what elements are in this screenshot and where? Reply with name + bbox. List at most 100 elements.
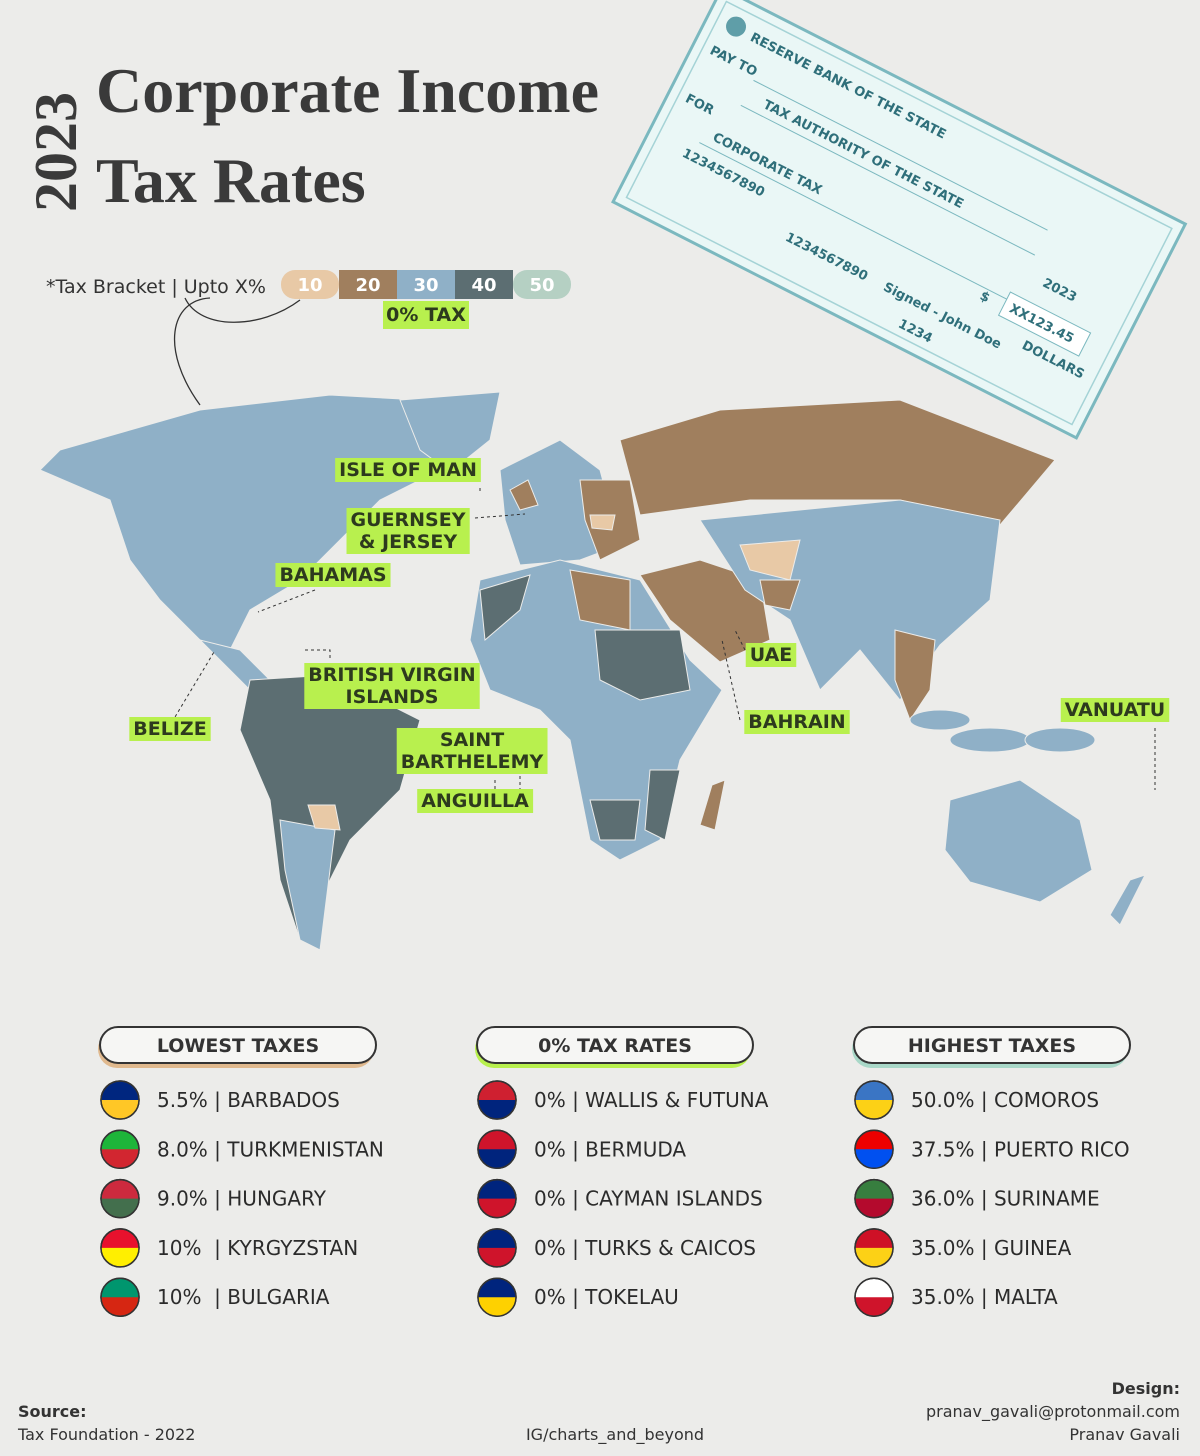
- flag-outline: [100, 1129, 140, 1170]
- flag-detail: [101, 1198, 139, 1218]
- leader-line: [734, 629, 746, 651]
- legend-label: 30: [413, 275, 438, 296]
- region: [949, 727, 1031, 753]
- legend-label: 50: [529, 275, 554, 296]
- region: [509, 479, 539, 511]
- check: RESERVE BANK OF THE STATE PAY TO TAX AUT…: [611, 0, 1188, 440]
- map-label-box: [744, 710, 850, 734]
- check-line: [753, 79, 1048, 231]
- legend-note: *Tax Bracket | Upto X%: [46, 276, 266, 298]
- list-item: 0% | CAYMAN ISLANDS: [534, 1187, 763, 1211]
- flag-detail: [855, 1198, 893, 1218]
- zero-tax-key: [383, 301, 469, 329]
- map-label-box: [346, 508, 470, 554]
- source: Tax Foundation - 2022: [17, 1425, 195, 1444]
- flag-detail: [478, 1149, 516, 1169]
- check-line: [740, 104, 1036, 256]
- legend-swatch: [455, 270, 513, 299]
- list-title: LOWEST TAXES: [157, 1035, 319, 1057]
- map-label: BRITISH VIRGIN ISLANDS: [308, 664, 475, 708]
- region: [399, 391, 501, 473]
- flag-detail: [855, 1149, 893, 1169]
- check-amount-box: [997, 291, 1092, 357]
- lists: LOWEST TAXES 5.5% | BARBADOS 8.0% | TURKME…: [98, 1026, 1131, 1317]
- map-label: BAHRAIN: [748, 711, 845, 733]
- title-line: Corporate Income: [96, 55, 599, 126]
- list-title: 0% TAX RATES: [538, 1035, 692, 1057]
- region: [589, 799, 641, 841]
- flag-outline: [854, 1228, 894, 1268]
- design-label: Design:: [1112, 1379, 1180, 1398]
- email: pranav_gavali@protonmail.com: [926, 1402, 1180, 1422]
- flag-detail: [855, 1100, 893, 1119]
- list-item: 5.5% | BARBADOS: [157, 1088, 340, 1112]
- flag-detail: [478, 1297, 516, 1317]
- legend-swatch: [513, 270, 571, 299]
- region: [479, 574, 531, 642]
- title-line: Tax Rates: [96, 145, 366, 216]
- handle: IG/charts_and_beyond: [526, 1425, 704, 1445]
- region: [1024, 727, 1096, 753]
- check-line: [699, 142, 1012, 302]
- region: [909, 709, 971, 731]
- flag-outline: [477, 1129, 517, 1170]
- list-item: 10% | KYRGYZSTAN: [157, 1236, 358, 1260]
- list-item: 35.0% | MALTA: [911, 1285, 1058, 1309]
- map-label: GUERNSEY & JERSEY: [351, 509, 466, 553]
- list-item: 0% | TURKS & CAICOS: [534, 1236, 756, 1260]
- flag-detail: [478, 1198, 516, 1218]
- map-label-box: [275, 563, 391, 587]
- region: [594, 629, 691, 701]
- flag-outline: [100, 1080, 140, 1120]
- leader-line: [474, 513, 526, 519]
- map-label-box: [129, 717, 211, 741]
- flag-outline: [477, 1228, 517, 1268]
- list-header: [853, 1026, 1131, 1064]
- list-item: 10% | BULGARIA: [157, 1285, 330, 1309]
- flag-detail: [478, 1247, 516, 1267]
- flag-outline: [100, 1277, 140, 1317]
- map-labels: ISLE OF MAN GUERNSEY & JERSEY BAHAMAS BRITIS…: [129, 458, 1170, 813]
- map-label-box: [335, 458, 481, 482]
- region: [759, 579, 801, 611]
- legend-swatch: [339, 270, 397, 299]
- list-item: 37.5% | PUERTO RICO: [911, 1137, 1130, 1161]
- map-label: BELIZE: [133, 718, 206, 740]
- list-item: 36.0% | SURINAME: [911, 1187, 1100, 1211]
- source-label: Source:: [18, 1402, 87, 1421]
- list-item: 0% | TOKELAU: [534, 1285, 679, 1309]
- map-label-box: [417, 789, 534, 813]
- arrow: [184, 297, 301, 323]
- list-header: [99, 1026, 377, 1064]
- legend-label: 20: [355, 275, 380, 296]
- year: 2023: [23, 92, 89, 212]
- map-label: ISLE OF MAN: [339, 459, 477, 481]
- flag-outline: [854, 1178, 894, 1219]
- flag-outline: [477, 1277, 517, 1317]
- flag-outline: [854, 1080, 894, 1120]
- leader-line: [257, 589, 316, 613]
- list-item: 9.0% | HUNGARY: [157, 1187, 327, 1211]
- flag-detail: [855, 1297, 893, 1317]
- legend-label: 10: [297, 275, 322, 296]
- region: [644, 769, 681, 841]
- flag-detail: [101, 1247, 139, 1267]
- map-label: BAHAMAS: [279, 564, 386, 586]
- map-label: UAE: [750, 644, 793, 666]
- check-seal: [726, 16, 747, 37]
- check-border: [625, 0, 1173, 426]
- map-label-box: [1060, 698, 1170, 722]
- list-header: [476, 1026, 754, 1064]
- list-item: 0% | WALLIS & FUTUNA: [534, 1088, 769, 1112]
- map-label-box: [745, 643, 797, 667]
- flag-detail: [478, 1100, 516, 1119]
- map-label-box: [304, 663, 480, 709]
- flag-detail: [855, 1247, 893, 1267]
- legend: 10 20 30 40 50: [281, 270, 571, 299]
- flag-detail: [101, 1149, 139, 1169]
- leader-line: [171, 651, 215, 723]
- list-item: 50.0% | COMOROS: [911, 1088, 1099, 1112]
- flag-outline: [477, 1080, 517, 1120]
- legend-label: 40: [471, 275, 496, 296]
